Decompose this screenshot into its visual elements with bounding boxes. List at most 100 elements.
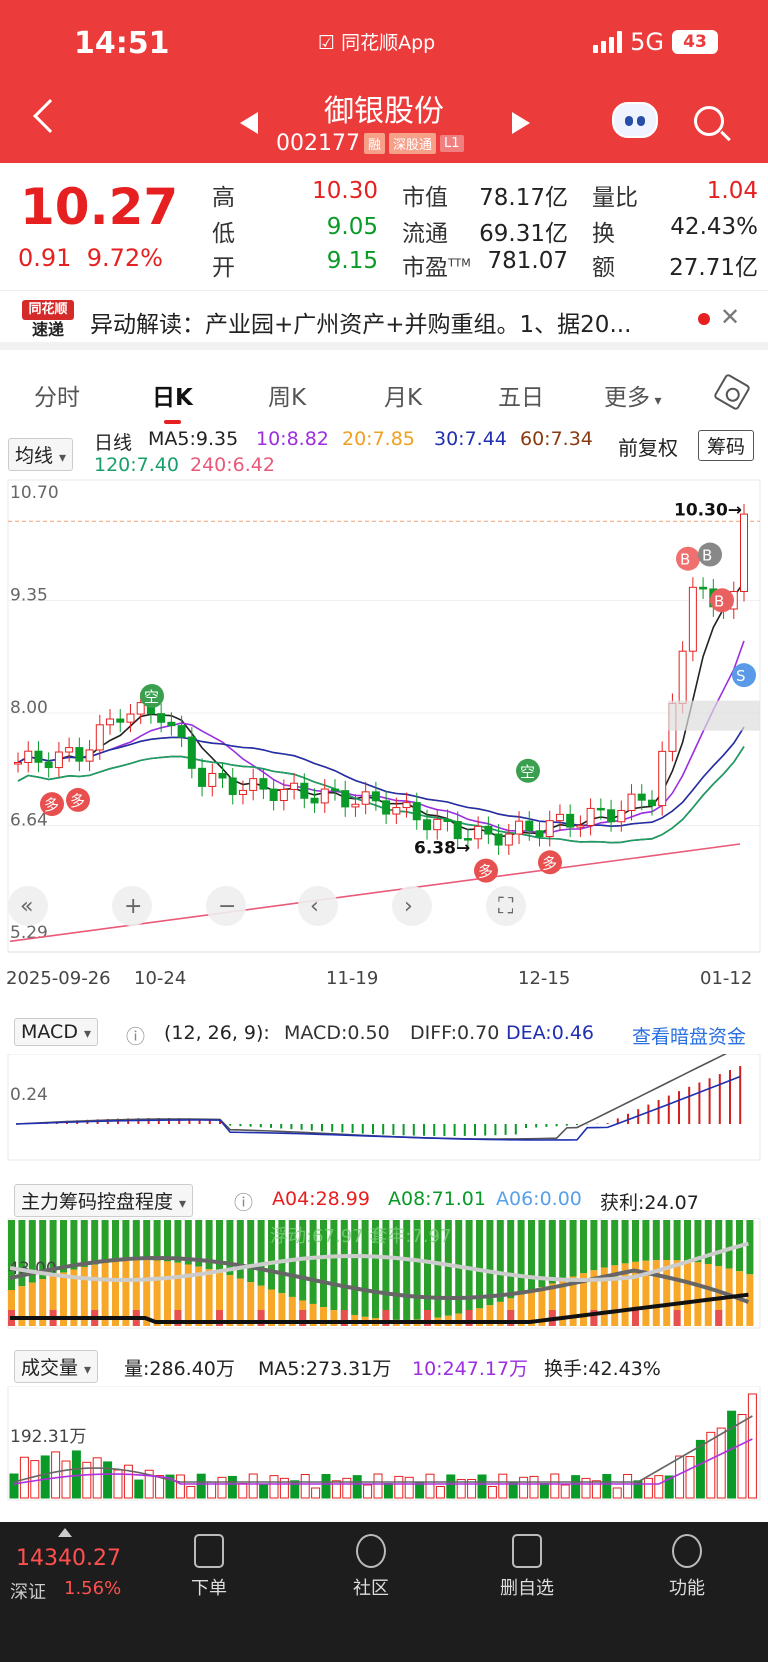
chip-bar-green [590, 1220, 598, 1271]
candle-body [433, 818, 442, 831]
signal-label: B [714, 592, 724, 610]
chip-bar-orange [652, 1260, 660, 1326]
candle-body [157, 713, 166, 723]
candle-body [453, 820, 462, 840]
bottom-toolbar: 14340.27 深证 1.56% 下单 社区 删自选 功能 [0, 1522, 768, 1662]
volume-bar [9, 1473, 19, 1499]
chip-bar-green [372, 1220, 379, 1319]
stock-code-row: 002177 融 深股通 L1 [276, 131, 464, 156]
candle-body [218, 772, 227, 779]
volume-bar [165, 1474, 175, 1499]
a06-value: A06:0.00 [496, 1188, 582, 1210]
next-stock-icon[interactable] [512, 112, 530, 134]
chip-bar-orange [455, 1313, 463, 1326]
volume-bar [456, 1479, 466, 1499]
chip-bar-green [580, 1220, 587, 1274]
tab-fenshi[interactable]: 分时 [34, 385, 80, 411]
macd-dropdown[interactable]: MACD [14, 1018, 98, 1046]
tab-rik[interactable]: 日K [152, 378, 193, 424]
candle-body [545, 820, 554, 837]
candle-body [402, 802, 411, 809]
tab-zhouk[interactable]: 周K [268, 385, 307, 411]
tab-yuek[interactable]: 月K [384, 385, 423, 411]
chip-bar-green [184, 1220, 192, 1265]
candle-body [392, 807, 401, 815]
community-button[interactable]: 社区 [326, 1534, 416, 1600]
chip-bar-green [496, 1220, 504, 1302]
x-axis-label: 10-24 [134, 968, 186, 989]
ma-legend: 均线 日线 MA5:9.35 10:8.82 20:7.85 30:7.44 6… [0, 426, 768, 478]
candle-body [116, 718, 125, 723]
volume-chart: 192.31万 [7, 1386, 761, 1501]
high-label: 10.30→ [674, 500, 742, 520]
chip-bar-green [694, 1220, 702, 1263]
tag-rong: 融 [363, 133, 385, 154]
quote-value: 78.17亿 [479, 185, 568, 211]
index-name: 深证 [10, 1582, 46, 1603]
help-icon[interactable]: ⓘ [126, 1026, 146, 1048]
candle-body [423, 819, 432, 831]
volume-bar [498, 1473, 508, 1499]
chip-bar-green [746, 1220, 754, 1275]
volume-bar [279, 1477, 289, 1499]
chip-line-grey [9, 1256, 750, 1304]
volume-dropdown[interactable]: 成交量 [14, 1350, 99, 1383]
chip-bar-green [132, 1220, 140, 1261]
index-value[interactable]: 14340.27 [16, 1546, 121, 1571]
index-pct: 1.56% [64, 1578, 122, 1599]
chip-bar-orange [538, 1287, 546, 1326]
chip-bar-green [49, 1220, 57, 1276]
close-icon[interactable]: ✕ [720, 303, 741, 331]
chip-line-light [9, 1241, 749, 1283]
prev-stock-icon[interactable] [240, 112, 258, 134]
order-button[interactable]: 下单 [164, 1534, 254, 1600]
chip-bar-green [621, 1220, 629, 1264]
volume-bar [186, 1485, 196, 1499]
tab-more[interactable]: 更多 ▾ [604, 385, 662, 411]
candle-body [607, 809, 616, 823]
chip-bar-red [382, 1310, 390, 1326]
chip-overlay-text: 浮动:67.97 套牢:7.97 [270, 1226, 451, 1247]
assistant-robot-icon[interactable] [612, 102, 658, 138]
chip-line-black [10, 1292, 749, 1324]
volume-bar [529, 1475, 539, 1499]
chip-bar-orange [164, 1261, 171, 1326]
chip-bar-green [122, 1220, 130, 1261]
chip-bar-orange [590, 1270, 598, 1326]
candle-body [443, 818, 452, 822]
chip-bar-orange [174, 1262, 182, 1326]
candle-body [330, 788, 339, 792]
tab-wuri[interactable]: 五日 [498, 385, 544, 411]
chip-bar-green [39, 1220, 47, 1280]
fuquan-toggle[interactable]: 前复权 [618, 436, 678, 460]
chip-bar-green [226, 1220, 234, 1276]
ma60-value: 60:7.34 [520, 428, 593, 450]
candle-body [474, 825, 483, 840]
candle-body [535, 830, 544, 837]
candle-body [699, 586, 708, 590]
ma-dropdown[interactable]: 均线 [8, 438, 74, 471]
quote-value: 42.43% [670, 214, 758, 240]
function-button[interactable]: 功能 [642, 1534, 732, 1600]
help-icon[interactable]: ⓘ [234, 1192, 254, 1214]
candle-body [54, 751, 63, 769]
chip-bar-green [143, 1220, 151, 1261]
vol-ma10-line [13, 1438, 753, 1485]
chip-dropdown[interactable]: 主力筹码控盘程度 [14, 1184, 194, 1217]
stock-name: 御银股份 [324, 94, 444, 129]
turnover-value: 换手:42.43% [544, 1358, 661, 1380]
volume-bar [716, 1427, 726, 1499]
remove-watchlist-button[interactable]: 删自选 [482, 1534, 572, 1600]
quote-value: 69.31亿 [479, 221, 568, 247]
dark-pool-link[interactable]: 查看暗盘资金 [632, 1026, 747, 1048]
chip-bar-green [673, 1220, 681, 1261]
quote-label: 市盈TTM [402, 255, 471, 281]
search-icon[interactable] [694, 106, 724, 136]
diff-value: DIFF:0.70 [410, 1022, 500, 1044]
chip-bar-red [174, 1310, 182, 1326]
chip-button[interactable]: 筹码 [698, 430, 755, 461]
news-bar[interactable]: 同花顺 速递 异动解读：产业园+广州资产+并购重组。1、据20... ✕ [0, 290, 768, 350]
news-text[interactable]: 异动解读：产业园+广州资产+并购重组。1、据20... [90, 312, 632, 338]
signal-label: B [702, 547, 712, 565]
